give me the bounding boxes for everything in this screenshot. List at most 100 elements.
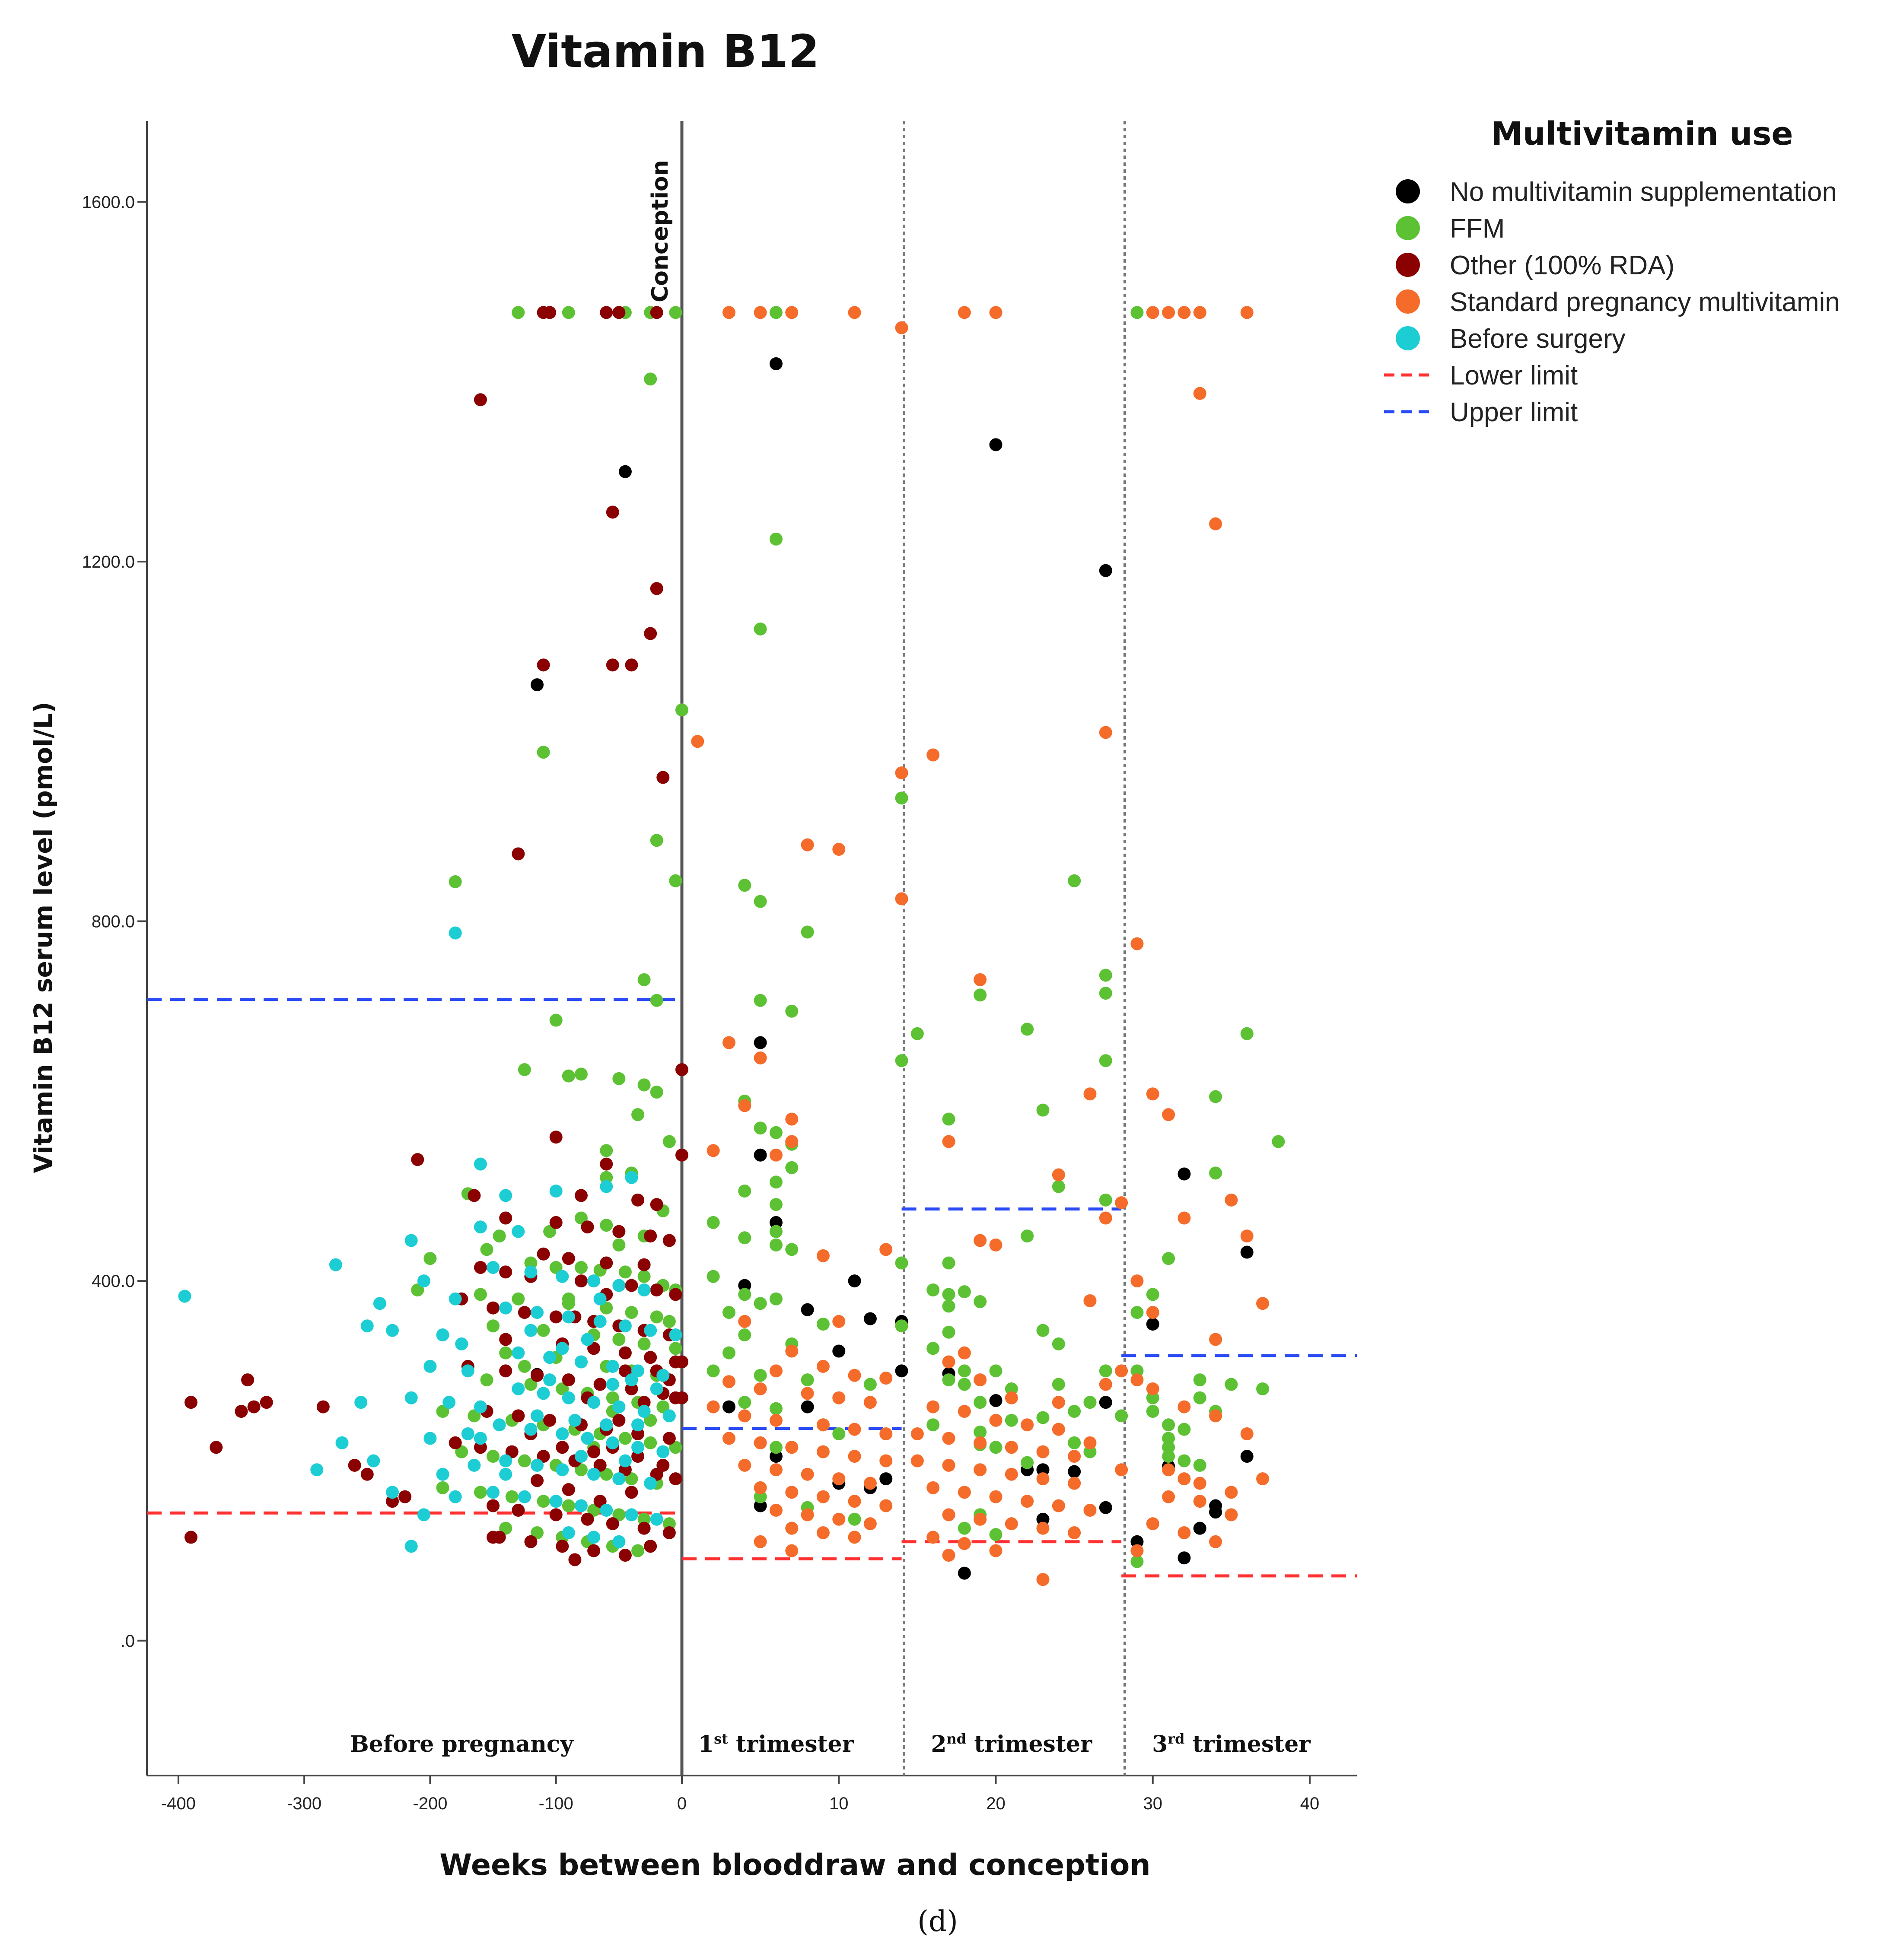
point-ffm — [1178, 1423, 1191, 1436]
point-other-100-rda — [625, 1486, 638, 1499]
legend-label: No multivitamin supplementation — [1450, 177, 1837, 207]
y-axis-label: Vitamin B12 serum level (pmol/L) — [29, 702, 58, 1173]
point-standard-pregnancy-multivitamin — [769, 1364, 783, 1378]
point-other-100-rda — [386, 1495, 399, 1508]
point-ffm — [574, 1211, 588, 1225]
point-standard-pregnancy-multivitamin — [738, 1315, 751, 1328]
point-ffm — [662, 1135, 676, 1148]
point-ffm — [1036, 1411, 1050, 1424]
point-ffm — [625, 1472, 638, 1486]
x-tick-label: -400 — [161, 1794, 196, 1813]
point-other-100-rda — [606, 658, 619, 672]
point-ffm — [895, 1054, 908, 1067]
point-ffm — [754, 1297, 767, 1310]
point-standard-pregnancy-multivitamin — [722, 306, 735, 319]
point-ffm — [974, 1396, 987, 1409]
point-standard-pregnancy-multivitamin — [895, 892, 908, 905]
point-standard-pregnancy-multivitamin — [1256, 1472, 1270, 1486]
point-ffm — [650, 1310, 663, 1324]
point-ffm — [650, 834, 663, 847]
point-ffm — [754, 623, 767, 636]
point-ffm — [1162, 1418, 1175, 1432]
point-standard-pregnancy-multivitamin — [1225, 1508, 1238, 1522]
y-tick-label: .0 — [121, 1632, 135, 1651]
point-before-surgery — [524, 1265, 538, 1279]
point-ffm — [518, 1454, 531, 1468]
point-standard-pregnancy-multivitamin — [785, 1522, 799, 1535]
point-standard-pregnancy-multivitamin — [832, 1512, 846, 1526]
point-ffm — [524, 1378, 538, 1391]
point-ffm — [738, 1396, 751, 1409]
point-standard-pregnancy-multivitamin — [1193, 1495, 1206, 1508]
point-ffm — [1272, 1135, 1285, 1148]
point-ffm — [1099, 1364, 1112, 1378]
point-standard-pregnancy-multivitamin — [1209, 1535, 1222, 1548]
point-ffm — [1162, 1432, 1175, 1445]
y-ticks: .0 400.0 800.0 1200.0 1600.0 — [82, 193, 147, 1651]
point-standard-pregnancy-multivitamin — [926, 748, 940, 762]
y-tick-label: 400.0 — [92, 1272, 135, 1291]
point-other-100-rda — [631, 1450, 645, 1463]
point-ffm — [738, 1185, 751, 1198]
point-no-multivitamin-supplementation — [989, 1394, 1003, 1407]
point-other-100-rda — [568, 1553, 582, 1566]
point-standard-pregnancy-multivitamin — [754, 306, 767, 319]
point-other-100-rda — [587, 1342, 601, 1355]
point-standard-pregnancy-multivitamin — [785, 1486, 799, 1499]
point-ffm — [785, 1243, 799, 1256]
point-before-surgery — [656, 1445, 670, 1458]
point-standard-pregnancy-multivitamin — [958, 1537, 971, 1550]
point-other-100-rda — [235, 1404, 248, 1418]
point-other-100-rda — [625, 658, 638, 672]
point-no-multivitamin-supplementation — [879, 1472, 893, 1486]
point-standard-pregnancy-multivitamin — [879, 1371, 893, 1385]
point-other-100-rda — [656, 1458, 670, 1472]
chart-title: Vitamin B12 — [512, 25, 819, 78]
point-standard-pregnancy-multivitamin — [1052, 1168, 1065, 1182]
x-tick-label: 10 — [829, 1794, 849, 1813]
point-standard-pregnancy-multivitamin — [1099, 1211, 1112, 1225]
point-other-100-rda — [650, 1198, 663, 1211]
point-standard-pregnancy-multivitamin — [942, 1135, 955, 1148]
axes — [146, 121, 1357, 1776]
point-before-surgery — [574, 1450, 588, 1463]
point-before-surgery — [499, 1301, 512, 1315]
point-ffm — [769, 1175, 783, 1189]
point-ffm — [738, 1328, 751, 1342]
point-other-100-rda — [675, 1063, 688, 1077]
point-standard-pregnancy-multivitamin — [1162, 1490, 1175, 1503]
point-standard-pregnancy-multivitamin — [926, 1481, 940, 1494]
point-ffm — [926, 1342, 940, 1355]
point-ffm — [738, 1288, 751, 1301]
point-other-100-rda — [556, 1441, 569, 1454]
point-no-multivitamin-supplementation — [769, 1216, 783, 1229]
point-no-multivitamin-supplementation — [769, 1450, 783, 1463]
point-before-surgery — [612, 1400, 626, 1414]
point-no-multivitamin-supplementation — [1240, 1245, 1254, 1259]
point-before-surgery — [606, 1378, 619, 1391]
point-ffm — [958, 1364, 971, 1378]
figure-caption: (d) — [917, 1905, 958, 1938]
point-standard-pregnancy-multivitamin — [816, 1526, 830, 1539]
point-before-surgery — [631, 1418, 645, 1432]
point-standard-pregnancy-multivitamin — [1146, 306, 1159, 319]
point-standard-pregnancy-multivitamin — [974, 1512, 987, 1526]
point-ffm — [1130, 1364, 1144, 1378]
point-standard-pregnancy-multivitamin — [1052, 1499, 1065, 1512]
point-standard-pregnancy-multivitamin — [974, 1373, 987, 1387]
point-standard-pregnancy-multivitamin — [879, 1499, 893, 1512]
point-no-multivitamin-supplementation — [1240, 1450, 1254, 1463]
point-standard-pregnancy-multivitamin — [1068, 1526, 1081, 1539]
point-other-100-rda — [348, 1458, 361, 1472]
point-ffm — [1178, 1454, 1191, 1468]
point-before-surgery — [423, 1360, 437, 1373]
legend-entries: No multivitamin supplementation FFM Other … — [1384, 177, 1840, 427]
point-ffm — [926, 1283, 940, 1296]
point-no-multivitamin-supplementation — [1099, 564, 1112, 577]
point-other-100-rda — [449, 1436, 462, 1449]
point-before-surgery — [461, 1427, 474, 1441]
point-before-surgery — [637, 1283, 651, 1296]
point-before-surgery — [512, 1346, 525, 1360]
point-standard-pregnancy-multivitamin — [1068, 1477, 1081, 1490]
point-before-surgery — [474, 1432, 487, 1445]
